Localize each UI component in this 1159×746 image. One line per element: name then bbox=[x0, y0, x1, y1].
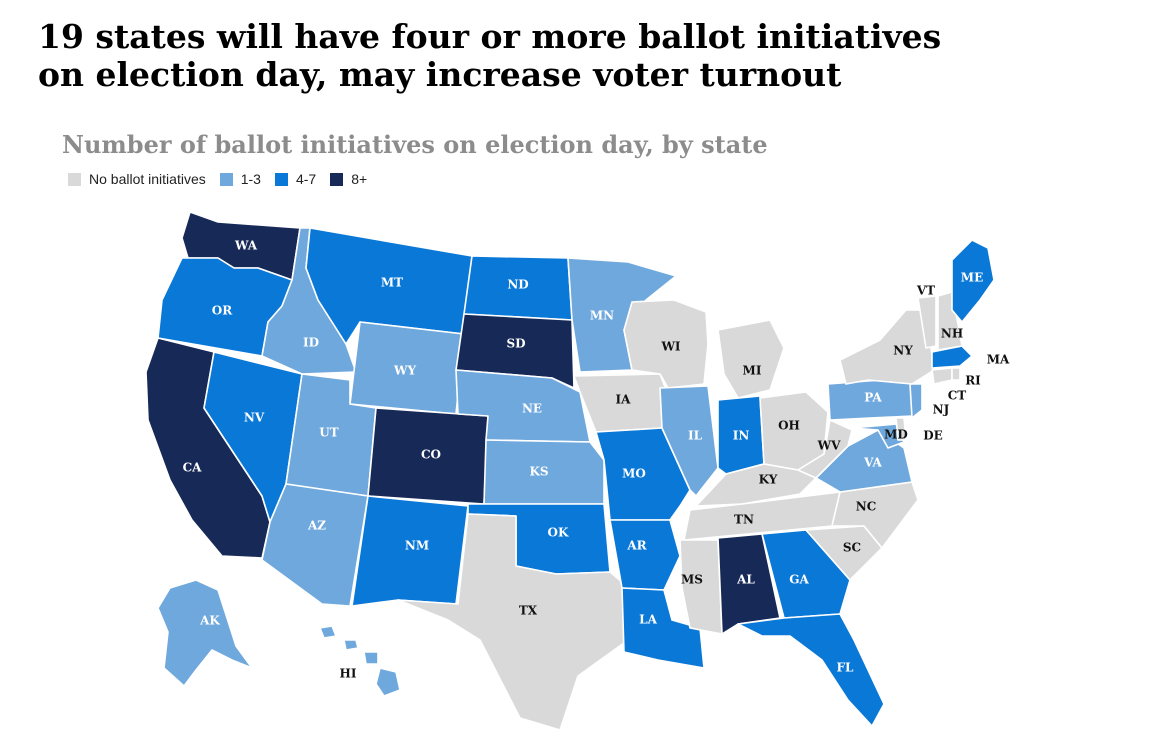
state-label-ia: IA bbox=[616, 393, 632, 407]
page-title: 19 states will have four or more ballot … bbox=[38, 18, 1138, 94]
legend-swatch-4-7 bbox=[274, 172, 288, 186]
state-label-ma: MA bbox=[987, 353, 1010, 367]
state-label-nd: ND bbox=[507, 278, 528, 292]
state-label-ak: AK bbox=[199, 614, 220, 628]
state-ct bbox=[931, 367, 953, 385]
state-label-ks: KS bbox=[529, 465, 548, 479]
state-label-ky: KY bbox=[759, 473, 778, 487]
state-label-me: ME bbox=[961, 271, 983, 285]
map-subtitle: Number of ballot initiatives on election… bbox=[62, 130, 768, 159]
state-ny bbox=[839, 309, 935, 385]
state-label-ri: RI bbox=[965, 374, 981, 388]
state-shapes bbox=[145, 211, 995, 731]
state-ks bbox=[483, 439, 605, 505]
state-label-md: MD bbox=[884, 428, 908, 442]
state-label-mn: MN bbox=[590, 309, 614, 323]
state-hi bbox=[319, 625, 401, 697]
state-nj bbox=[909, 383, 923, 419]
state-label-wv: WV bbox=[817, 439, 841, 453]
state-label-wi: WI bbox=[660, 340, 680, 354]
state-la bbox=[621, 587, 705, 669]
legend-label-4-7: 4-7 bbox=[295, 171, 317, 187]
state-label-or: OR bbox=[212, 304, 233, 318]
state-label-nh: NH bbox=[941, 327, 963, 341]
state-label-vt: VT bbox=[916, 284, 935, 298]
state-label-in: IN bbox=[733, 429, 750, 443]
state-label-ar: AR bbox=[626, 539, 647, 553]
state-mi bbox=[717, 319, 785, 399]
state-label-hi: HI bbox=[340, 667, 357, 681]
state-label-nc: NC bbox=[856, 500, 877, 514]
legend: No ballot initiatives 1-3 4-7 8+ bbox=[68, 171, 381, 187]
state-label-mt: MT bbox=[381, 276, 403, 290]
state-wv bbox=[797, 419, 853, 479]
legend-swatch-1-3 bbox=[219, 172, 233, 186]
state-ri bbox=[951, 367, 961, 381]
state-tx bbox=[397, 513, 629, 731]
state-label-ca: CA bbox=[183, 461, 203, 475]
state-label-il: IL bbox=[688, 429, 703, 443]
state-label-ok: OK bbox=[548, 526, 569, 540]
state-label-al: AL bbox=[736, 573, 755, 587]
state-ar bbox=[609, 519, 681, 591]
state-labels: WA OR CA NV ID MT WY UT AZ CO NM ND SD NE KS OK TX MN IA MO… bbox=[183, 239, 1010, 681]
state-label-sd: SD bbox=[506, 337, 525, 351]
state-il bbox=[659, 385, 719, 497]
state-label-ny: NY bbox=[893, 344, 913, 358]
legend-item-8plus: 8+ bbox=[330, 171, 367, 187]
state-label-nm: NM bbox=[405, 539, 429, 553]
legend-item-4-7: 4-7 bbox=[274, 171, 317, 187]
legend-label-1-3: 1-3 bbox=[240, 171, 261, 187]
state-label-ms: MS bbox=[681, 573, 703, 587]
state-label-wy: WY bbox=[393, 364, 416, 378]
state-label-pa: PA bbox=[864, 391, 882, 405]
state-label-tx: TX bbox=[519, 604, 538, 618]
state-label-nv: NV bbox=[244, 411, 265, 425]
state-ak bbox=[157, 579, 253, 687]
state-az bbox=[261, 483, 369, 607]
state-label-mo: MO bbox=[622, 467, 646, 481]
state-label-nj: NJ bbox=[933, 403, 950, 417]
state-md bbox=[851, 423, 905, 449]
state-nh bbox=[937, 291, 963, 351]
state-fl bbox=[737, 613, 885, 727]
state-ms bbox=[679, 539, 723, 635]
legend-label-8plus: 8+ bbox=[351, 171, 368, 187]
state-label-co: CO bbox=[421, 448, 441, 462]
title-line-2: on election day, may increase voter turn… bbox=[38, 55, 842, 94]
state-label-de: DE bbox=[923, 429, 943, 443]
state-label-va: VA bbox=[863, 456, 882, 470]
state-label-wa: WA bbox=[234, 239, 258, 253]
state-ga bbox=[761, 529, 851, 619]
state-me bbox=[951, 239, 995, 323]
state-label-ga: GA bbox=[789, 573, 809, 587]
state-label-az: AZ bbox=[307, 519, 326, 533]
state-wi bbox=[623, 299, 709, 389]
legend-item-none: No ballot initiatives bbox=[68, 171, 206, 187]
state-vt bbox=[917, 295, 937, 349]
state-ky bbox=[695, 463, 817, 507]
state-label-ct: CT bbox=[948, 389, 967, 403]
state-label-tn: TN bbox=[734, 513, 754, 527]
state-de bbox=[895, 417, 907, 441]
state-label-id: ID bbox=[303, 336, 319, 350]
state-label-oh: OH bbox=[778, 419, 800, 433]
state-label-la: LA bbox=[639, 613, 657, 627]
legend-item-1-3: 1-3 bbox=[219, 171, 261, 187]
state-label-ut: UT bbox=[319, 426, 338, 440]
state-label-mi: MI bbox=[743, 364, 762, 378]
legend-swatch-none bbox=[68, 172, 81, 186]
state-label-sc: SC bbox=[843, 541, 861, 555]
state-label-fl: FL bbox=[837, 661, 855, 675]
state-label-ne: NE bbox=[522, 402, 542, 416]
legend-label-none: No ballot initiatives bbox=[89, 171, 206, 187]
legend-swatch-8plus bbox=[330, 172, 344, 186]
title-line-1: 19 states will have four or more ballot … bbox=[38, 17, 942, 56]
